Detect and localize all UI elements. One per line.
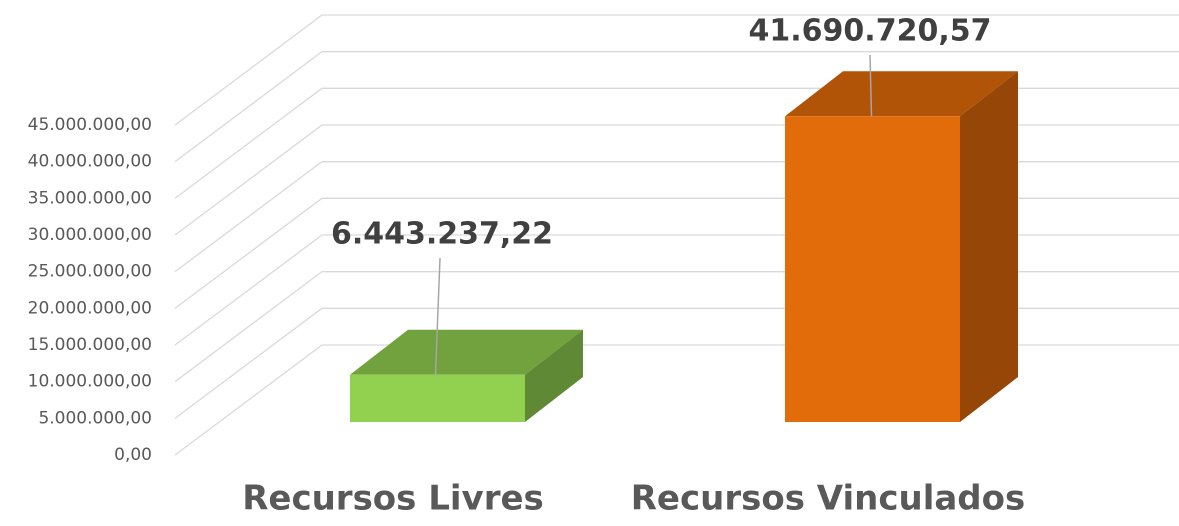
value-label: 6.443.237,22 — [331, 217, 553, 252]
grid-line — [174, 124, 1179, 236]
value-label: 41.690.720,57 — [749, 14, 992, 49]
grid-line — [174, 197, 1179, 309]
grid-line — [174, 14, 1179, 126]
y-tick-label: 5.000.000,00 — [38, 408, 152, 428]
bar-top — [785, 71, 1018, 117]
grid-line — [174, 51, 1179, 163]
grid-line — [174, 234, 1179, 346]
grid-line — [174, 161, 1179, 273]
grid-line — [174, 271, 1179, 383]
bar — [350, 374, 525, 422]
y-tick-label: 30.000.000,00 — [28, 225, 152, 245]
y-tick-label: 45.000.000,00 — [28, 115, 152, 135]
y-tick-label: 40.000.000,00 — [28, 152, 152, 172]
x-tick-label: Recursos Vinculados — [631, 479, 1026, 519]
bar-top — [350, 329, 583, 375]
bar — [785, 116, 960, 422]
bar-side — [525, 329, 583, 422]
leader-line — [869, 54, 873, 117]
grid-line — [174, 307, 1179, 419]
leader-line — [434, 257, 441, 375]
y-tick-label: 0,00 — [114, 445, 152, 465]
x-tick-label: Recursos Livres — [242, 479, 544, 519]
bar-side — [960, 71, 1018, 422]
y-tick-label: 20.000.000,00 — [28, 298, 152, 318]
y-tick-label: 10.000.000,00 — [28, 372, 152, 392]
y-tick-label: 35.000.000,00 — [28, 188, 152, 208]
grid-line — [174, 344, 1179, 456]
y-tick-label: 25.000.000,00 — [28, 262, 152, 282]
grid-line — [174, 87, 1179, 199]
y-tick-label: 15.000.000,00 — [28, 335, 152, 355]
